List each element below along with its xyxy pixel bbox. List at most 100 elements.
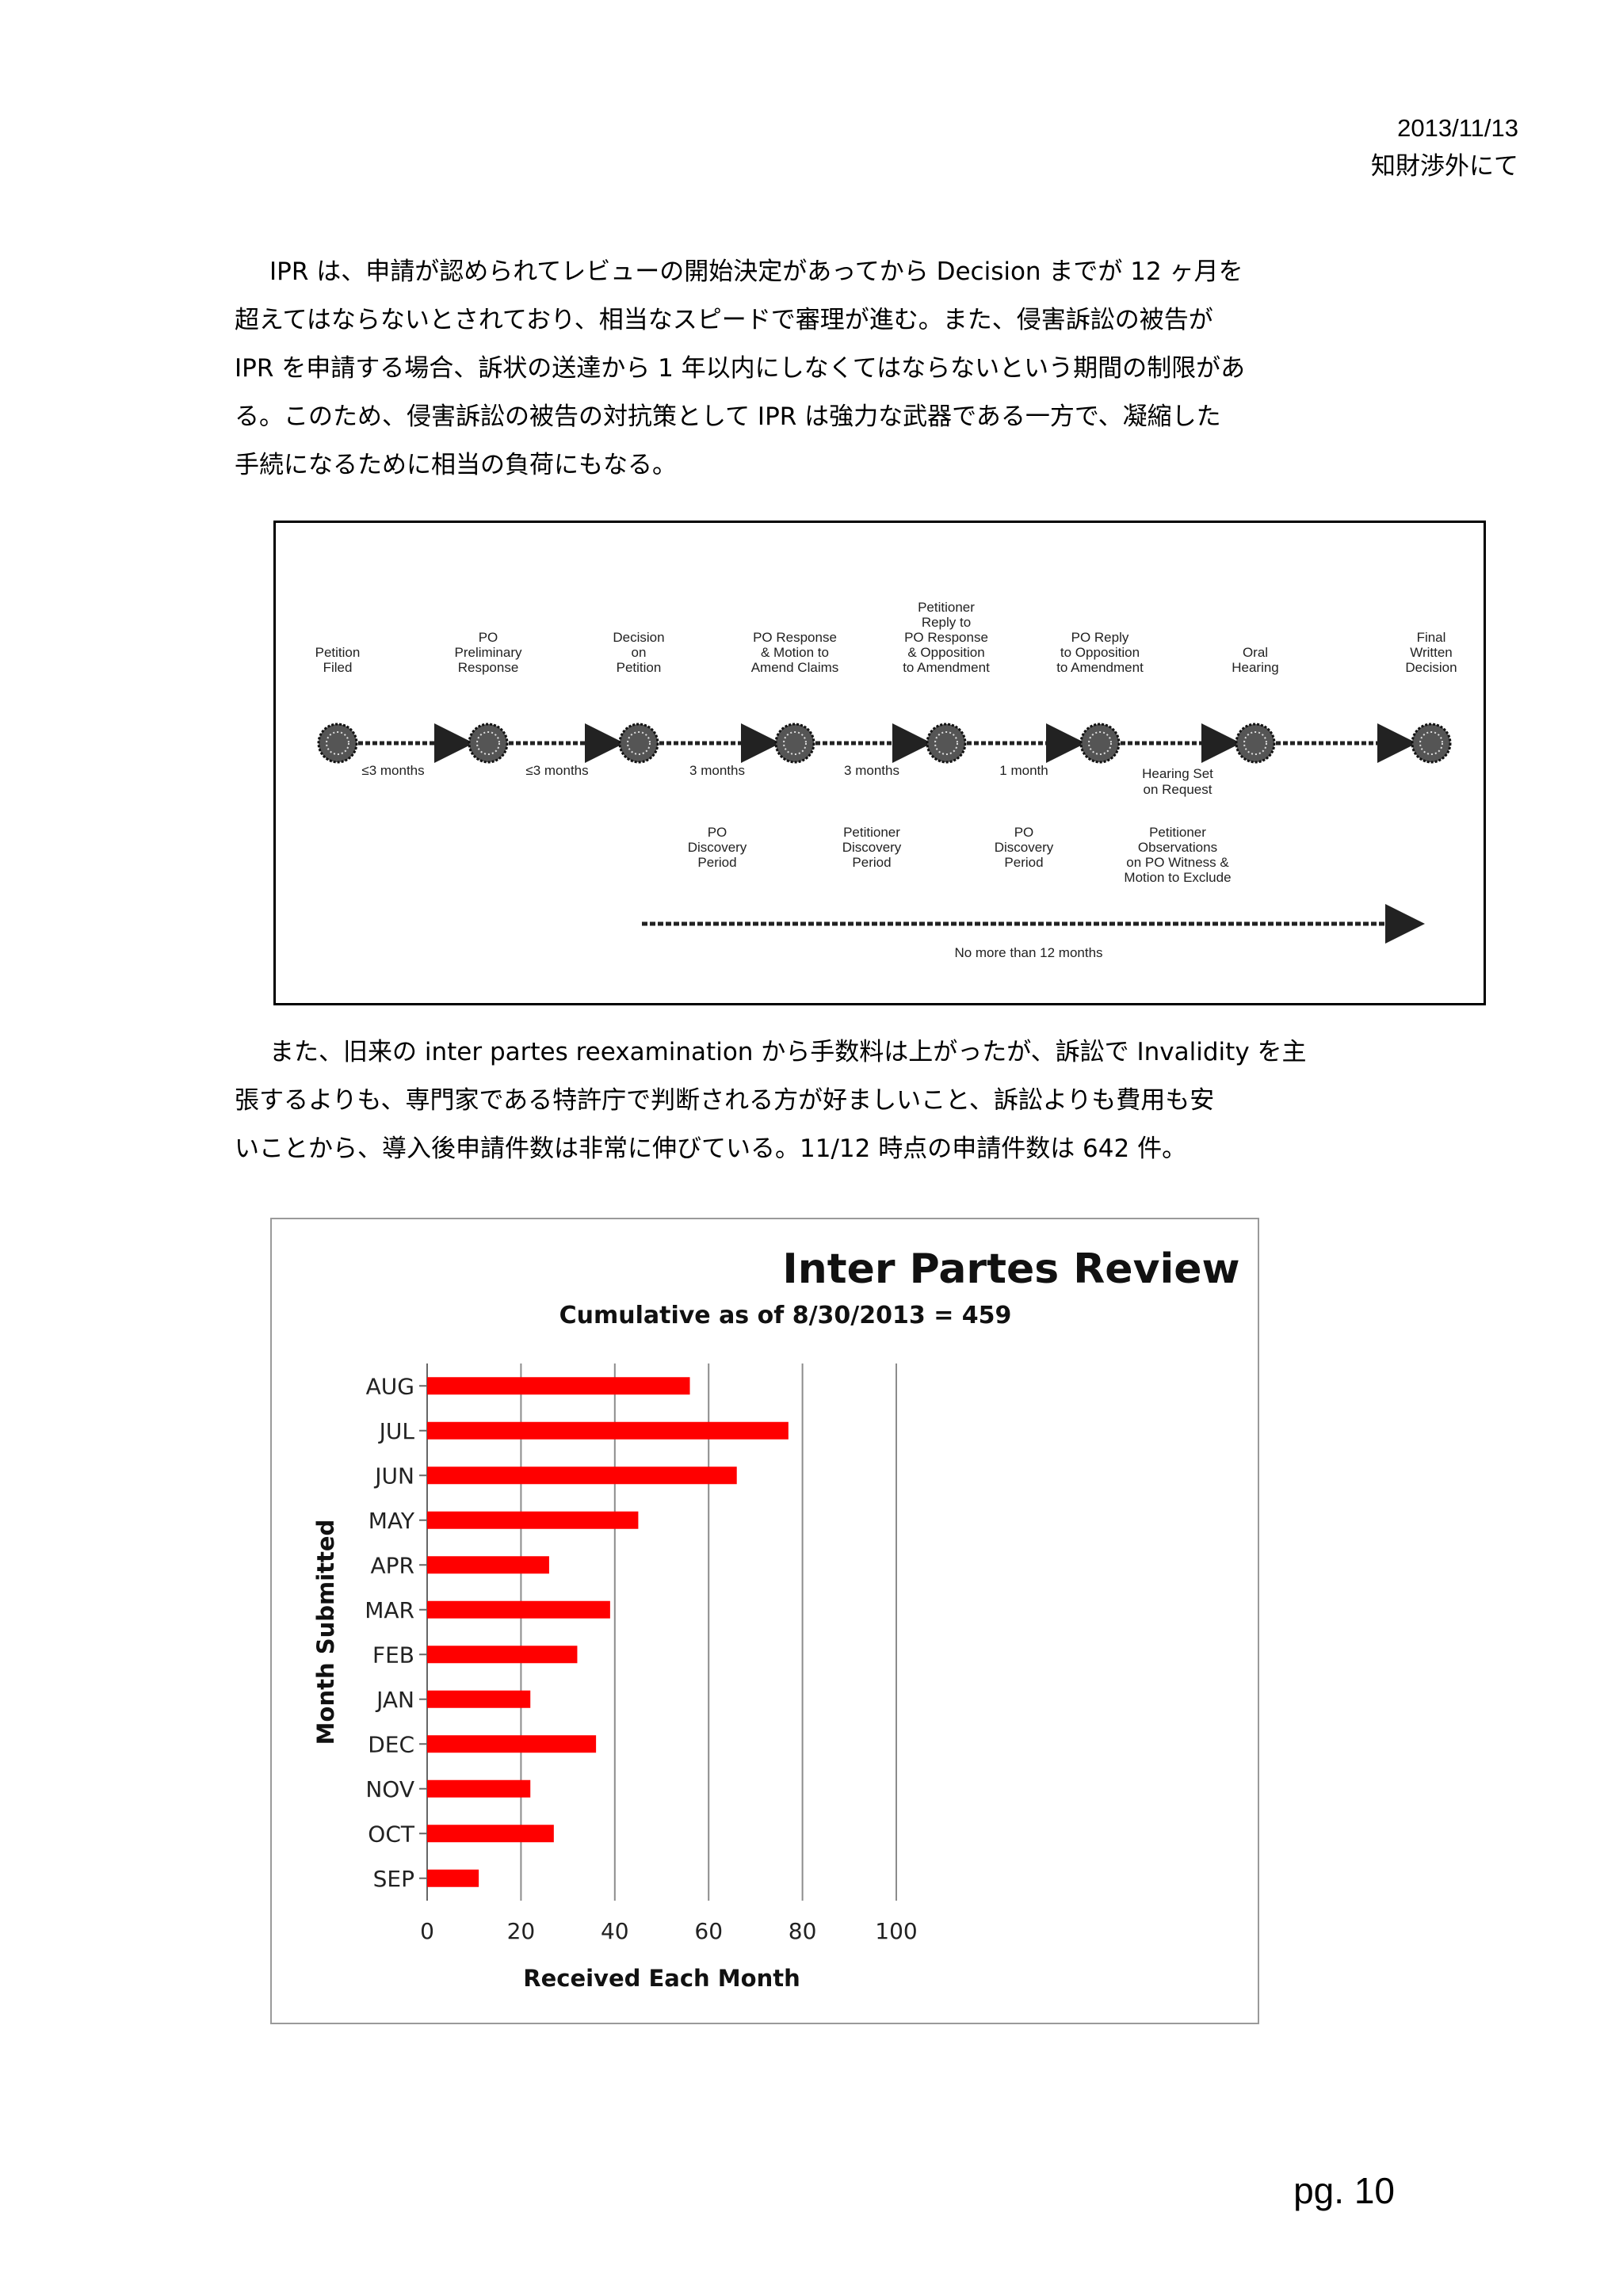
- timeline-node-texture: [934, 731, 958, 755]
- paragraph-line: いことから、導入後申請件数は非常に伸びている。11/12 時点の申請件数は 64…: [235, 1135, 1187, 1163]
- bar-nov: [427, 1779, 531, 1798]
- timeline-discovery-label: Discovery: [842, 840, 902, 855]
- bar-jun: [427, 1466, 737, 1485]
- x-tick-label: 40: [601, 1918, 629, 1944]
- timeline-node-texture: [783, 731, 807, 755]
- timeline-step-label: PO Reply: [1071, 630, 1129, 645]
- chart-title: Inter Partes Review: [782, 1245, 1239, 1293]
- timeline-node-texture: [1243, 731, 1267, 755]
- timeline-discovery-label: Discovery: [995, 840, 1054, 855]
- y-tick-label: JUL: [378, 1418, 415, 1444]
- timeline-discovery-label: Discovery: [688, 840, 747, 855]
- timeline-step-label: Response: [458, 660, 519, 675]
- timeline-step-label: Petition: [617, 660, 662, 675]
- timeline-step-label: Written: [1410, 645, 1453, 660]
- timeline-node: [317, 723, 358, 764]
- header-date: 2013/11/13: [1397, 114, 1518, 142]
- x-tick-label: 100: [875, 1918, 917, 1944]
- paragraph-ipr-growth: また、旧来の inter partes reexamination から手数料は…: [235, 1028, 1400, 1173]
- ipr-bar-chart-figure: Inter Partes Review Cumulative as of 8/30…: [270, 1218, 1259, 2024]
- bar-chart: Inter Partes Review Cumulative as of 8/30…: [312, 1245, 1240, 1992]
- chart-subtitle: Cumulative as of 8/30/2013 = 459: [559, 1302, 1012, 1329]
- timeline-node-texture: [1088, 731, 1112, 755]
- x-tick-label: 80: [789, 1918, 817, 1944]
- timeline-discovery-label: Motion to Exclude: [1124, 870, 1231, 885]
- timeline-duration-label: on Request: [1144, 782, 1212, 797]
- timeline-step-label: Preliminary: [454, 645, 522, 660]
- timeline-step-label: Decision: [1405, 660, 1457, 675]
- y-tick-label: APR: [371, 1552, 415, 1578]
- timeline-step-label: PO Response: [753, 630, 837, 645]
- timeline-step-label: Petitioner: [918, 600, 975, 615]
- timeline-duration-label: Hearing Set: [1142, 766, 1213, 781]
- timeline-step-label: & Opposition: [907, 645, 984, 660]
- paragraph-line: IPR は、申請が認められてレビューの開始決定があってから Decision ま…: [269, 257, 1243, 286]
- paragraph-line: 超えてはならないとされており、相当なスピードで審理が進む。また、侵害訴訟の被告が: [235, 306, 1213, 334]
- timeline-span-label: No more than 12 months: [954, 945, 1102, 960]
- timeline-node-texture: [1419, 731, 1443, 755]
- paragraph-line: 張するよりも、専門家である特許庁で判断される方が好ましいこと、訴訟よりも費用も安: [235, 1086, 1215, 1115]
- bar-jan: [427, 1690, 531, 1708]
- timeline-step-label: to Opposition: [1060, 645, 1140, 660]
- timeline-node: [1411, 723, 1452, 764]
- timeline-duration-label: 3 months: [844, 763, 899, 778]
- timeline-node: [618, 723, 659, 764]
- timeline-step-label: Petition: [315, 645, 361, 660]
- timeline-discovery-label: Observations: [1138, 840, 1217, 855]
- timeline-discovery-label: on PO Witness &: [1126, 855, 1229, 870]
- timeline-step-label: Amend Claims: [751, 660, 839, 675]
- header-subtitle: 知財渉外にて: [1371, 152, 1518, 181]
- bar-mar: [427, 1600, 610, 1619]
- timeline-node-texture: [627, 731, 651, 755]
- paragraph-line: 手続になるために相当の負荷にもなる。: [235, 451, 677, 479]
- y-tick-label: NOV: [365, 1776, 414, 1802]
- timeline-diagram: PetitionFiledPOPreliminaryResponseDecisi…: [315, 600, 1457, 960]
- timeline-discovery-label: Period: [852, 855, 891, 870]
- timeline-step-label: & Motion to: [761, 645, 829, 660]
- paragraph-line: る。このため、侵害訴訟の被告の対抗策として IPR は強力な武器である一方で、凝…: [235, 402, 1221, 431]
- y-tick-label: AUG: [366, 1373, 414, 1399]
- y-tick-label: JAN: [375, 1687, 414, 1713]
- timeline-step-label: on: [632, 645, 647, 660]
- x-tick-label: 0: [420, 1918, 434, 1944]
- timeline-node: [926, 723, 967, 764]
- bar-sep: [427, 1869, 479, 1887]
- timeline-step-label: Reply to: [922, 615, 971, 630]
- timeline-discovery-label: Petitioner: [843, 825, 900, 840]
- timeline-node: [468, 723, 509, 764]
- timeline-duration-label: 3 months: [689, 763, 745, 778]
- paragraph-ipr-speed: IPR は、申請が認められてレビューの開始決定があってから Decision ま…: [235, 248, 1400, 490]
- timeline-discovery-label: Period: [1004, 855, 1043, 870]
- timeline-node-texture: [326, 731, 349, 755]
- timeline-discovery-label: PO: [708, 825, 727, 840]
- timeline-step-label: PO Response: [904, 630, 988, 645]
- timeline-step-label: Final: [1417, 630, 1446, 645]
- timeline-step-label: to Amendment: [1056, 660, 1144, 675]
- y-tick-label: MAY: [369, 1508, 415, 1534]
- x-tick-label: 20: [507, 1918, 536, 1944]
- bar-feb: [427, 1646, 578, 1664]
- timeline-step-label: PO: [479, 630, 498, 645]
- y-tick-label: OCT: [368, 1821, 415, 1847]
- timeline-duration-label: ≤3 months: [525, 763, 588, 778]
- timeline-discovery-label: PO: [1014, 825, 1034, 840]
- timeline-step-label: Oral: [1243, 645, 1268, 660]
- x-axis-label: Received Each Month: [523, 1965, 800, 1992]
- page-number: pg. 10: [1293, 2170, 1395, 2211]
- timeline-node-texture: [476, 731, 500, 755]
- x-tick-label: 60: [694, 1918, 723, 1944]
- y-tick-label: JUN: [373, 1463, 414, 1489]
- y-tick-label: MAR: [365, 1597, 414, 1623]
- timeline-step-label: Filed: [323, 660, 353, 675]
- bar-jul: [427, 1421, 789, 1440]
- timeline-duration-label: ≤3 months: [361, 763, 424, 778]
- timeline-step-label: Hearing: [1232, 660, 1279, 675]
- timeline-step-label: to Amendment: [903, 660, 990, 675]
- timeline-node: [1079, 723, 1121, 764]
- bar-dec: [427, 1735, 597, 1753]
- y-tick-label: DEC: [368, 1731, 414, 1757]
- paragraph-line: また、旧来の inter partes reexamination から手数料は…: [269, 1038, 1307, 1066]
- ipr-timeline-figure: Petition Filed PO Preliminary Response Decisi…: [273, 521, 1486, 1005]
- timeline-duration-label: 1 month: [999, 763, 1048, 778]
- bar-may: [427, 1511, 639, 1529]
